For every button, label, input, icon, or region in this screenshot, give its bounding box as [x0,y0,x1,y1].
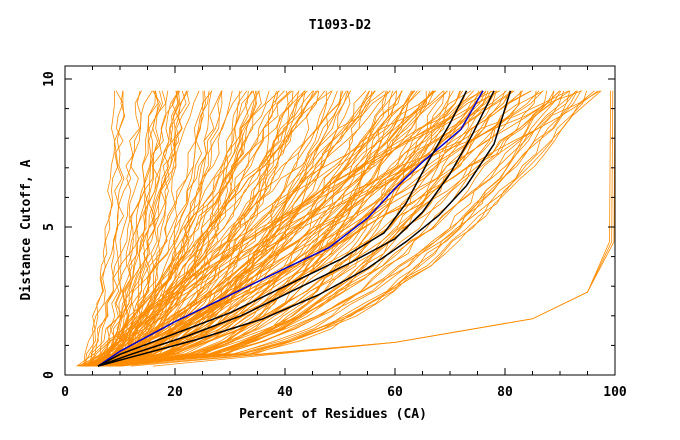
model-line [121,90,257,367]
model-line [99,90,569,367]
model-line [78,90,258,367]
model-line [94,90,142,367]
model-line [104,90,190,367]
model-line [83,90,178,367]
x-tick-label: 40 [277,385,293,400]
model-line [102,90,578,367]
y-tick-label: 10 [42,71,57,87]
model-line [94,90,532,367]
model-line [86,90,328,367]
model-line [105,90,507,367]
x-tick-label: 0 [61,385,69,400]
model-line [114,90,602,367]
model-line [88,90,116,367]
model-line [91,90,582,367]
model-line [85,90,599,367]
highlight-black-line-1 [97,90,468,367]
model-line [111,90,291,367]
model-line [85,90,260,367]
model-line [83,90,153,367]
model-line [94,90,483,367]
model-line [104,90,577,367]
model-line [99,90,514,367]
model-line [119,90,293,367]
x-tick-label: 100 [603,385,627,400]
model-line [88,90,351,367]
model-line [113,90,472,367]
model-line [84,90,126,367]
model-line [102,90,156,367]
model-line [107,90,124,367]
model-line [105,90,370,367]
model-line [110,90,445,367]
model-line [104,90,492,367]
model-line [90,90,305,367]
y-axis-label: Distance Cutoff, A [19,159,34,300]
model-line [114,90,497,367]
chart-title: T1093-D2 [309,18,372,33]
model-line [152,90,616,367]
model-line [86,90,461,367]
model-line [102,90,437,367]
model-line [117,90,577,367]
tick-labels: 0 20 40 60 80 100 0 5 10 [42,71,627,400]
x-tick-label: 20 [167,385,183,400]
model-line [98,90,315,367]
model-line [87,90,338,367]
x-tick-label: 60 [387,385,403,400]
model-line [101,90,561,367]
model-line [101,90,294,367]
model-line [115,90,189,367]
y-tick-label: 0 [42,371,57,379]
model-line [81,90,285,367]
model-line [81,90,467,367]
model-line [107,90,326,367]
model-line [116,90,588,367]
model-line [76,90,437,367]
model-line [84,90,515,367]
model-line [115,90,571,367]
model-line [108,90,511,367]
highlight-black-line-3 [97,90,512,367]
model-line [111,90,524,367]
model-line [81,90,434,367]
model-line [107,90,595,367]
highlight-model-lines [97,90,512,367]
model-line [107,90,500,367]
model-line [118,90,376,367]
model-line [91,90,464,367]
model-line [124,90,391,367]
model-line [81,90,431,367]
model-line [85,90,305,367]
model-line [115,90,125,367]
x-tick-label: 80 [497,385,513,400]
model-line [85,90,223,367]
model-line [115,90,435,367]
model-line [115,90,289,367]
model-line [111,90,223,367]
highlight-blue-line-0 [97,90,484,367]
model-line [90,90,349,367]
model-line [116,90,415,367]
model-line [120,90,308,367]
model-line [116,90,142,367]
background-model-lines [76,90,616,367]
model-line [119,90,611,367]
axis-ticks [64,66,616,376]
model-line [104,90,254,367]
y-tick-label: 5 [42,223,57,231]
model-line [86,90,483,367]
model-line [123,90,240,367]
model-line [119,90,427,367]
model-line [99,90,500,367]
x-axis-label: Percent of Residues (CA) [239,407,427,422]
model-line [97,90,415,367]
model-line [107,90,403,367]
model-line [100,90,532,367]
model-line [84,90,601,367]
highlight-black-line-2 [97,90,495,367]
model-line [107,90,583,367]
model-line [107,90,200,367]
